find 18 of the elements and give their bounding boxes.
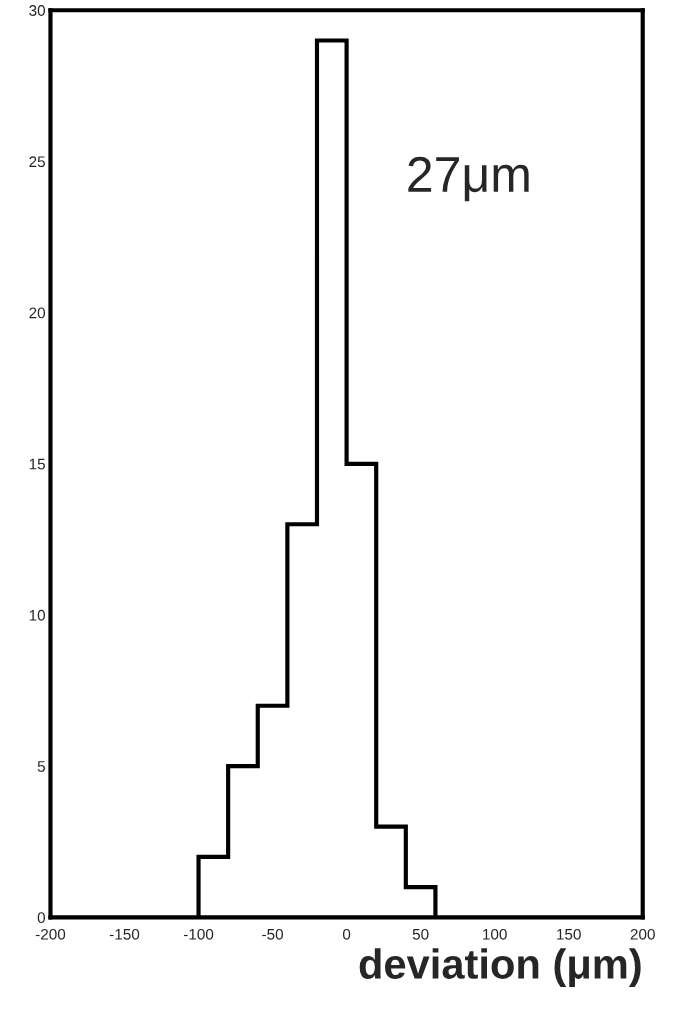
- x-tick-label: -100: [183, 928, 214, 940]
- annotation: 27μm: [408, 156, 529, 202]
- x-tick-label: 50: [412, 928, 429, 940]
- y-tick-label: 25: [29, 156, 45, 168]
- y-tick-label: 10: [29, 609, 46, 621]
- x-tick-label: -150: [109, 928, 140, 940]
- x-tick-label: 100: [483, 928, 507, 940]
- x-tick-label: 150: [557, 928, 581, 940]
- y-tick-label: 20: [29, 307, 46, 319]
- y-tick-label: 5: [37, 761, 45, 772]
- y-tick-label: 30: [29, 5, 46, 16]
- y-tick-label: 15: [29, 458, 45, 470]
- y-tick-label: 0: [37, 912, 46, 924]
- x-tick-label: -50: [262, 928, 284, 940]
- x-tick-label: 0: [342, 928, 351, 940]
- x-tick-label: -200: [35, 928, 66, 940]
- x-axis-title: deviation (μm): [359, 948, 641, 988]
- x-tick-label: 200: [630, 928, 655, 940]
